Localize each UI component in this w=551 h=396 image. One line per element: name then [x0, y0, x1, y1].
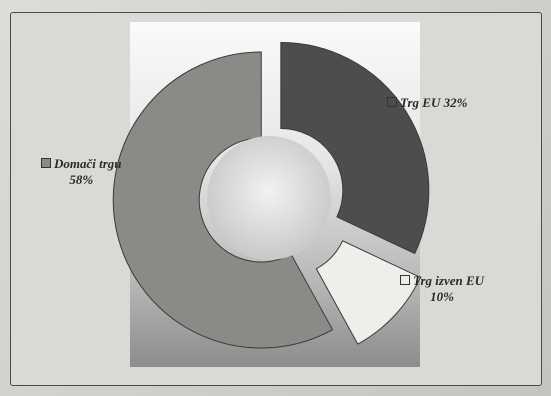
legend-percent-trg-eu: 32% — [443, 95, 468, 110]
legend-label-trg-eu: Trg EU — [400, 95, 441, 110]
legend-trg-izven-eu: Trg izven EU 10% — [400, 273, 484, 305]
legend-trg-eu: Trg EU 32% — [387, 95, 467, 111]
legend-percent-trg-izven-eu: 10% — [430, 289, 454, 304]
legend-domaci-trgu: Domači trgu 58% — [41, 156, 122, 188]
legend-swatch-domaci-trgu — [41, 158, 51, 168]
doughnut-hole — [207, 136, 331, 260]
legend-swatch-trg-izven-eu — [400, 275, 410, 285]
slice-trg-izven-eu — [315, 240, 422, 345]
legend-percent-domaci-trgu: 58% — [69, 172, 94, 187]
slice-doma-i-trgu — [112, 51, 334, 349]
doughnut-chart — [112, 41, 430, 349]
slice-trg-eu — [280, 41, 430, 255]
legend-label-domaci-trgu: Domači trgu — [54, 156, 122, 171]
legend-swatch-trg-eu — [387, 97, 397, 107]
chart-frame: Trg EU 32% Domači trgu 58% Trg izven EU … — [10, 12, 542, 386]
legend-label-trg-izven-eu: Trg izven EU — [413, 273, 485, 288]
